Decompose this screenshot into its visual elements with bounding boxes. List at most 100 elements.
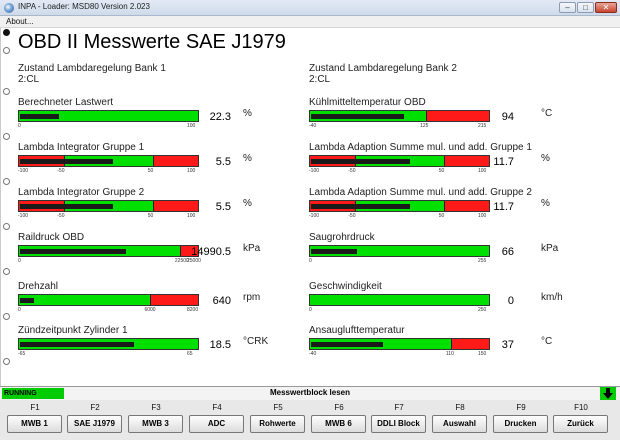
gauge-level bbox=[311, 114, 404, 119]
fkey-number: F6 bbox=[334, 403, 344, 412]
page-radio[interactable] bbox=[3, 88, 10, 95]
gauge-tick-label: 50 bbox=[147, 168, 154, 174]
down-arrow-icon[interactable] bbox=[600, 387, 616, 400]
gauge-tick-label: 100 bbox=[187, 213, 196, 219]
gauge-zone bbox=[444, 156, 489, 166]
gauge-unit: °C bbox=[541, 108, 553, 119]
gauge-tick-label: 100 bbox=[478, 213, 487, 219]
gauge-tick-label: 50 bbox=[438, 168, 445, 174]
fkey-number: F4 bbox=[212, 403, 222, 412]
fkey-number: F7 bbox=[394, 403, 404, 412]
gauge-tick-label: -100 bbox=[18, 213, 29, 219]
lambda-state-bank2-value: 2:CL bbox=[309, 74, 331, 85]
page-radio[interactable] bbox=[3, 29, 10, 36]
minimize-button[interactable]: – bbox=[559, 2, 576, 13]
gauge-value: 14990.5 bbox=[191, 246, 231, 258]
gauge-tick-label: 110 bbox=[445, 351, 454, 357]
gauge-unit: kPa bbox=[243, 243, 261, 254]
gauge-unit: °CRK bbox=[243, 336, 269, 347]
gauge-level bbox=[20, 204, 114, 209]
fkey-number: F9 bbox=[516, 403, 526, 412]
menu-about[interactable]: About... bbox=[6, 17, 34, 26]
gauge-tick-label: -50 bbox=[57, 213, 65, 219]
fkey-button-f6[interactable]: MWB 6 bbox=[311, 415, 366, 433]
fkey-button-f2[interactable]: SAE J1979 bbox=[67, 415, 122, 433]
gauge-tick-label: 250 bbox=[478, 307, 487, 313]
gauge-bar bbox=[309, 200, 490, 212]
gauge-level bbox=[311, 249, 357, 254]
gauge-unit: % bbox=[541, 198, 550, 209]
fkey-number: F8 bbox=[455, 403, 465, 412]
gauge-level bbox=[20, 298, 34, 303]
fkey-button-f8[interactable]: Auswahl bbox=[432, 415, 487, 433]
page-radio[interactable] bbox=[3, 268, 10, 275]
gauge-bar bbox=[309, 155, 490, 167]
fkey-number: F1 bbox=[30, 403, 40, 412]
gauge-label: Ansauglufttemperatur bbox=[309, 325, 405, 336]
gauge-unit: rpm bbox=[243, 292, 261, 303]
fkey-button-f7[interactable]: DDLI Block bbox=[371, 415, 426, 433]
gauge-tick-label: 255 bbox=[478, 258, 487, 264]
gauge-label: Saugrohrdruck bbox=[309, 232, 375, 243]
content-area bbox=[0, 28, 620, 386]
close-button[interactable]: ✕ bbox=[595, 2, 617, 13]
gauge-label: Zündzeitpunkt Zylinder 1 bbox=[18, 325, 128, 336]
gauge-tick-label: 22500 bbox=[174, 258, 189, 264]
maximize-button[interactable]: □ bbox=[577, 2, 594, 13]
page-radio[interactable] bbox=[3, 133, 10, 140]
fkey-button-f10[interactable]: Zurück bbox=[553, 415, 608, 433]
gauge-value: 94 bbox=[501, 111, 514, 123]
gauge-zone bbox=[153, 156, 198, 166]
gauge-bar bbox=[18, 200, 199, 212]
gauge-zone bbox=[310, 295, 489, 305]
fkey-button-f9[interactable]: Drucken bbox=[493, 415, 548, 433]
gauge-value: 11.7 bbox=[493, 201, 514, 213]
gauge-label: Kühlmitteltemperatur OBD bbox=[309, 97, 426, 108]
gauge-unit: % bbox=[541, 153, 550, 164]
gauge-tick-label: 0 bbox=[18, 123, 21, 129]
app-icon bbox=[4, 3, 14, 13]
gauge-tick-label: 0 bbox=[18, 258, 21, 264]
gauge-value: 37 bbox=[501, 339, 514, 351]
gauge-tick-label: -50 bbox=[57, 168, 65, 174]
gauge-tick-label: 8200 bbox=[187, 307, 199, 313]
gauge-value: 5.5 bbox=[215, 156, 231, 168]
window-title: INPA - Loader: MSD80 Version 2.023 bbox=[18, 2, 150, 11]
page-radio[interactable] bbox=[3, 358, 10, 365]
gauge-zone bbox=[310, 246, 489, 256]
gauge-label: Drehzahl bbox=[18, 281, 59, 292]
gauge-level bbox=[20, 249, 127, 254]
lambda-state-bank1-label: Zustand Lambdaregelung Bank 1 bbox=[18, 63, 166, 74]
gauge-bar bbox=[309, 338, 490, 350]
gauge-tick-label: 100 bbox=[187, 168, 196, 174]
fkey-button-f5[interactable]: Rohwerte bbox=[250, 415, 305, 433]
page-radio[interactable] bbox=[3, 313, 10, 320]
gauge-zone bbox=[180, 246, 198, 256]
status-bar bbox=[0, 386, 620, 400]
title-bar: INPA - Loader: MSD80 Version 2.023 – □ ✕ bbox=[0, 0, 620, 16]
page-radio[interactable] bbox=[3, 223, 10, 230]
gauge-label: Lambda Integrator Gruppe 2 bbox=[18, 187, 145, 198]
fkey-button-f3[interactable]: MWB 3 bbox=[128, 415, 183, 433]
gauge-label: Berechneter Lastwert bbox=[18, 97, 114, 108]
gauge-level bbox=[311, 159, 410, 164]
fkey-button-f4[interactable]: ADC bbox=[189, 415, 244, 433]
gauge-value: 640 bbox=[212, 295, 231, 307]
gauge-unit: km/h bbox=[541, 292, 563, 303]
page-radio[interactable] bbox=[3, 47, 10, 54]
gauge-level bbox=[311, 204, 410, 209]
gauge-zone bbox=[444, 201, 489, 211]
fkey-button-f1[interactable]: MWB 1 bbox=[7, 415, 62, 433]
gauge-value: 0 bbox=[507, 295, 514, 307]
page-radio[interactable] bbox=[3, 178, 10, 185]
page-title: OBD II Messwerte SAE J1979 bbox=[18, 31, 286, 53]
gauge-unit: % bbox=[243, 108, 252, 119]
lambda-state-bank2-label: Zustand Lambdaregelung Bank 2 bbox=[309, 63, 457, 74]
gauge-tick-label: -100 bbox=[309, 213, 320, 219]
gauge-bar bbox=[309, 110, 490, 122]
gauge-label: Lambda Adaption Summe mul. und add. Grup… bbox=[309, 142, 532, 153]
gauge-label: Lambda Adaption Summe mul. und add. Grup… bbox=[309, 187, 532, 198]
gauge-tick-label: -65 bbox=[18, 351, 26, 357]
gauge-tick-label: -100 bbox=[309, 168, 320, 174]
gauge-zone bbox=[19, 111, 198, 121]
